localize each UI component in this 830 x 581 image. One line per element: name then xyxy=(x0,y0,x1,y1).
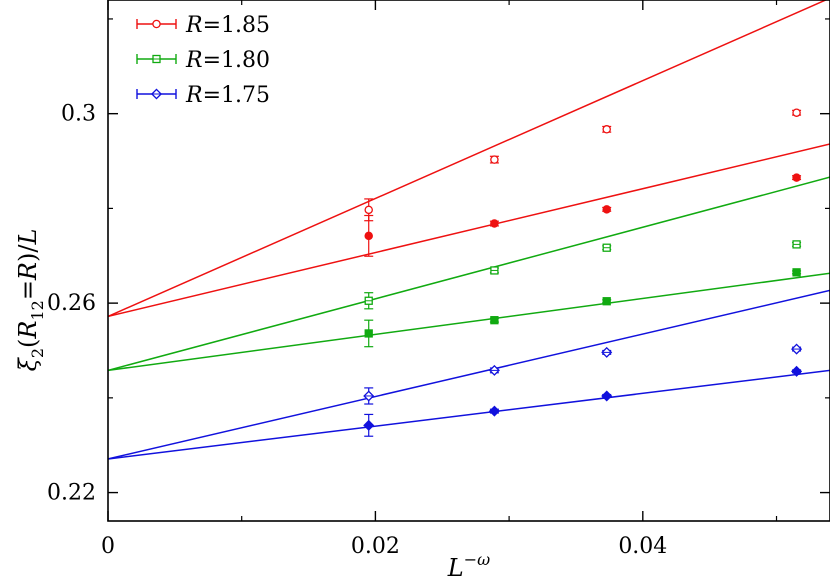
fit-line xyxy=(108,143,830,318)
data-point xyxy=(792,108,802,117)
data-point xyxy=(364,319,374,348)
point-marker xyxy=(364,329,373,338)
x-tick-label: 0 xyxy=(101,534,115,559)
point-marker xyxy=(363,419,375,431)
x-tick-label: 0.02 xyxy=(351,534,400,559)
data-point xyxy=(602,205,612,214)
data-point xyxy=(601,346,613,358)
point-marker xyxy=(602,125,611,134)
data-point xyxy=(601,390,613,402)
point-marker xyxy=(792,108,801,117)
point-marker xyxy=(792,268,801,277)
point-marker xyxy=(791,365,803,377)
axis-ticks xyxy=(107,0,830,521)
data-points xyxy=(363,108,803,437)
point-marker xyxy=(364,231,373,241)
fit-line xyxy=(108,272,830,372)
data-point xyxy=(488,405,500,417)
fit-lines xyxy=(108,0,830,460)
fit-line xyxy=(108,369,830,460)
data-point xyxy=(363,387,375,405)
point-marker xyxy=(364,205,373,215)
data-point xyxy=(364,292,374,310)
y-axis-label: ξ2(R12=R)/L xyxy=(14,229,47,372)
data-point xyxy=(791,365,803,377)
data-point xyxy=(489,155,499,164)
legend-label: R=1.75 xyxy=(185,83,270,108)
point-marker xyxy=(490,316,499,325)
data-point xyxy=(791,343,803,355)
data-point xyxy=(363,413,375,437)
data-point xyxy=(489,316,499,325)
data-point xyxy=(602,297,612,306)
data-point xyxy=(792,173,802,182)
point-marker xyxy=(602,205,611,214)
data-point xyxy=(792,268,802,277)
point-marker xyxy=(601,390,613,402)
point-marker xyxy=(490,155,499,164)
fit-line xyxy=(108,176,830,372)
plot-frame xyxy=(107,0,830,522)
data-point xyxy=(602,243,612,252)
legend-label: R=1.80 xyxy=(185,48,270,73)
legend-label: R=1.85 xyxy=(185,13,270,38)
legend-entry: R=1.85 xyxy=(136,13,270,38)
data-point xyxy=(792,240,802,249)
point-marker xyxy=(602,297,611,306)
tick-labels: 0 0.02 0.04 0.22 0.26 0.3 xyxy=(47,102,667,559)
point-marker xyxy=(490,219,499,228)
point-marker xyxy=(792,173,801,182)
legend-entry: R=1.80 xyxy=(136,48,270,73)
y-tick-label: 0.22 xyxy=(47,481,96,506)
fit-line xyxy=(108,0,828,318)
legend-entry: R=1.75 xyxy=(136,83,270,108)
legend: R=1.85 R=1.80 R=1.75 xyxy=(136,13,270,108)
x-tick-label: 0.04 xyxy=(618,534,667,559)
data-point xyxy=(602,125,612,134)
data-point xyxy=(488,364,500,376)
legend-marker xyxy=(152,19,161,29)
fit-line xyxy=(108,289,830,460)
data-point xyxy=(364,214,374,257)
data-point xyxy=(489,219,499,228)
y-tick-label: 0.3 xyxy=(61,102,96,127)
x-axis-label: L−ω xyxy=(447,550,490,581)
y-tick-label: 0.26 xyxy=(47,291,96,316)
data-point xyxy=(489,266,499,275)
point-marker xyxy=(488,405,500,417)
